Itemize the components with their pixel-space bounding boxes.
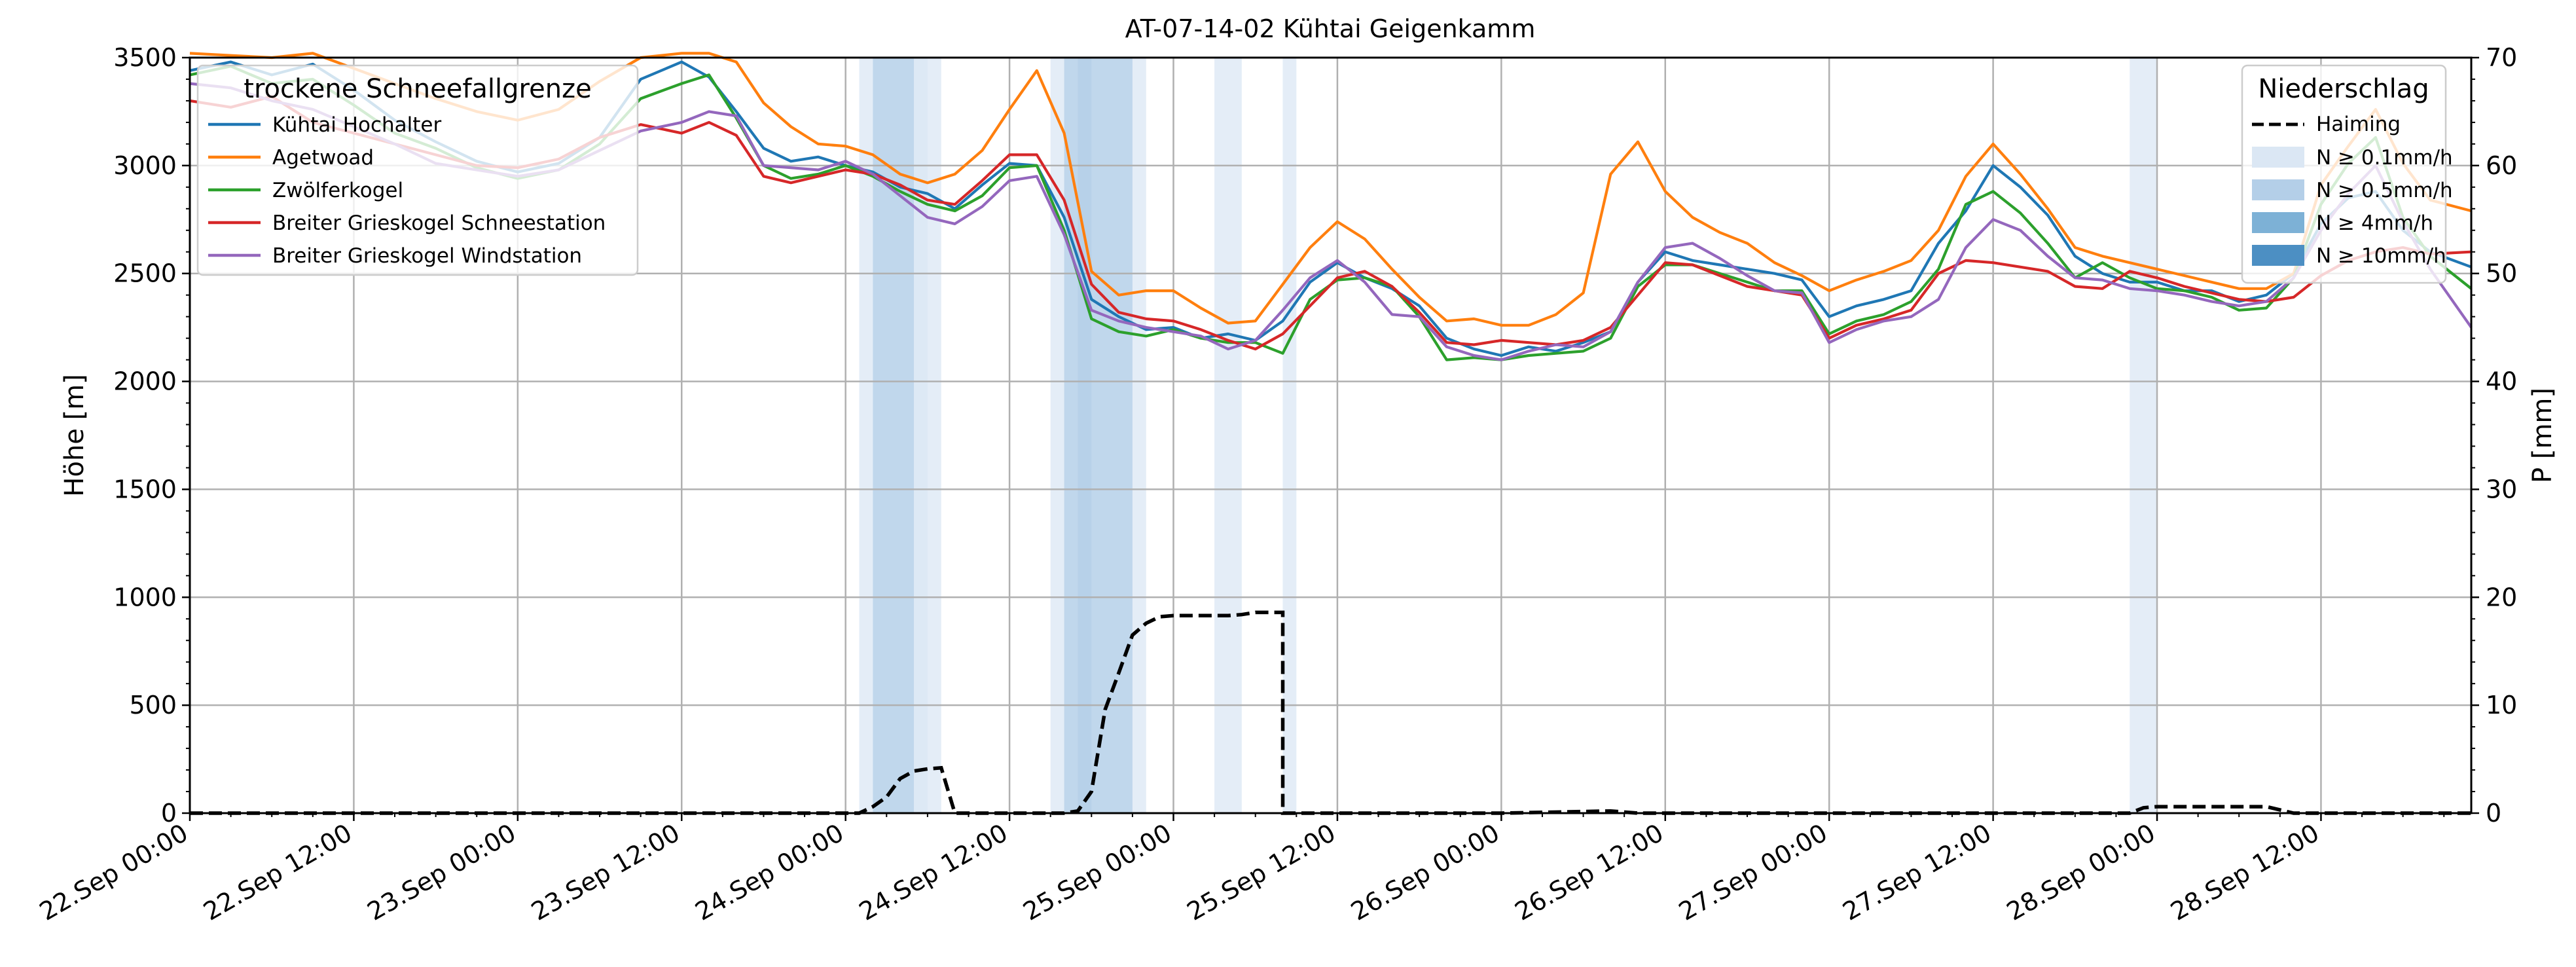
y-axis-label-left: Höhe [m] bbox=[60, 374, 90, 496]
intensity-band bbox=[1078, 58, 1092, 813]
intensity-band bbox=[1282, 58, 1297, 813]
series-line bbox=[189, 95, 2472, 351]
x-tick-label: 26.Sep 00:00 bbox=[1346, 818, 1504, 926]
y-tick-label-right: 20 bbox=[2486, 583, 2517, 611]
series-legend: trockene Schneefallgrenze Kühtai Hochalt… bbox=[196, 64, 639, 276]
precip-legend-swatch bbox=[2252, 179, 2304, 200]
x-tick-label: 25.Sep 00:00 bbox=[1018, 818, 1176, 926]
series-lines bbox=[189, 52, 2473, 361]
series-legend-label: Kühtai Hochalter bbox=[272, 113, 442, 137]
x-tick-label: 27.Sep 00:00 bbox=[1674, 818, 1832, 926]
y-tick-label-left: 500 bbox=[129, 691, 177, 720]
x-tick-label: 23.Sep 00:00 bbox=[363, 818, 521, 926]
x-tick-label: 25.Sep 12:00 bbox=[1182, 818, 1341, 926]
intensity-band bbox=[2130, 58, 2158, 813]
series-line bbox=[189, 65, 2473, 361]
x-tick-label: 22.Sep 12:00 bbox=[198, 818, 357, 926]
y-tick-label-left: 1000 bbox=[113, 583, 177, 611]
precip-intensity-bands bbox=[859, 58, 2158, 813]
precip-legend-label: N ≥ 10mm/h bbox=[2316, 244, 2446, 268]
intensity-band bbox=[914, 58, 928, 813]
x-tick-label: 28.Sep 12:00 bbox=[2166, 818, 2324, 926]
intensity-band bbox=[1064, 58, 1133, 813]
x-tick-label: 23.Sep 12:00 bbox=[526, 818, 685, 926]
x-tick-label: 26.Sep 12:00 bbox=[1510, 818, 1669, 926]
precip-legend: Niederschlag Haiming N ≥ 0.1mm/h N ≥ 0.5m… bbox=[2241, 64, 2453, 284]
x-tick-label: 22.Sep 00:00 bbox=[35, 818, 193, 926]
series-line bbox=[189, 52, 2472, 327]
precip-legend-label: N ≥ 0.1mm/h bbox=[2316, 146, 2453, 170]
y-axis-label-right: P [mm] bbox=[2528, 388, 2558, 483]
y-tick-label-right: 10 bbox=[2486, 691, 2517, 720]
y-tick-label-left: 1500 bbox=[113, 475, 177, 503]
y-tick-label-left: 2000 bbox=[113, 367, 177, 396]
series-legend-box bbox=[196, 64, 639, 276]
y-tick-label-right: 50 bbox=[2486, 259, 2517, 288]
series-legend-label: Breiter Grieskogel Windstation bbox=[272, 244, 582, 268]
precip-legend-haiming-label: Haiming bbox=[2316, 113, 2401, 136]
series-legend-items: Kühtai Hochalter Agetwoad Zwölferkogel Brei… bbox=[208, 113, 606, 268]
precip-line bbox=[190, 610, 2471, 815]
precip-legend-swatch bbox=[2252, 212, 2304, 233]
x-tick-label: 28.Sep 00:00 bbox=[2002, 818, 2160, 926]
x-tick-label: 27.Sep 12:00 bbox=[1838, 818, 1996, 926]
x-tick-label: 24.Sep 00:00 bbox=[691, 818, 849, 926]
y-tick-label-right: 70 bbox=[2486, 43, 2517, 72]
precip-legend-label: N ≥ 4mm/h bbox=[2316, 211, 2433, 235]
precip-legend-swatch bbox=[2252, 245, 2304, 266]
chart-title: AT-07-14-02 Kühtai Geigenkamm bbox=[1125, 14, 1536, 43]
y-tick-label-right: 60 bbox=[2486, 151, 2517, 180]
precip-legend-swatch bbox=[2252, 147, 2304, 168]
precip-line-haiming bbox=[190, 610, 2471, 815]
intensity-band bbox=[927, 58, 941, 813]
y-tick-label-right: 0 bbox=[2486, 799, 2501, 828]
x-tick-label: 24.Sep 12:00 bbox=[854, 818, 1013, 926]
y-tick-label-right: 40 bbox=[2486, 367, 2517, 396]
y-tick-label-left: 3000 bbox=[113, 151, 177, 180]
y-tick-label-left: 2500 bbox=[113, 259, 177, 288]
series-legend-label: Breiter Grieskogel Schneestation bbox=[272, 211, 606, 235]
plot-frame bbox=[189, 56, 2473, 814]
intensity-band bbox=[1214, 58, 1242, 813]
y-tick-label-right: 30 bbox=[2486, 475, 2517, 503]
precip-legend-label: N ≥ 0.5mm/h bbox=[2316, 179, 2453, 202]
series-line bbox=[189, 60, 2472, 357]
y-tick-label-left: 0 bbox=[161, 799, 177, 828]
series-legend-title: trockene Schneefallgrenze bbox=[244, 74, 591, 104]
series-legend-label: Zwölferkogel bbox=[272, 179, 403, 202]
precip-legend-levels: N ≥ 0.1mm/h N ≥ 0.5mm/h N ≥ 4mm/h N ≥ 10mm/… bbox=[2252, 146, 2453, 268]
precip-legend-title: Niederschlag bbox=[2258, 74, 2429, 104]
series-legend-label: Agetwoad bbox=[272, 146, 374, 170]
y-tick-label-left: 3500 bbox=[113, 43, 177, 72]
series-line bbox=[189, 82, 2473, 361]
